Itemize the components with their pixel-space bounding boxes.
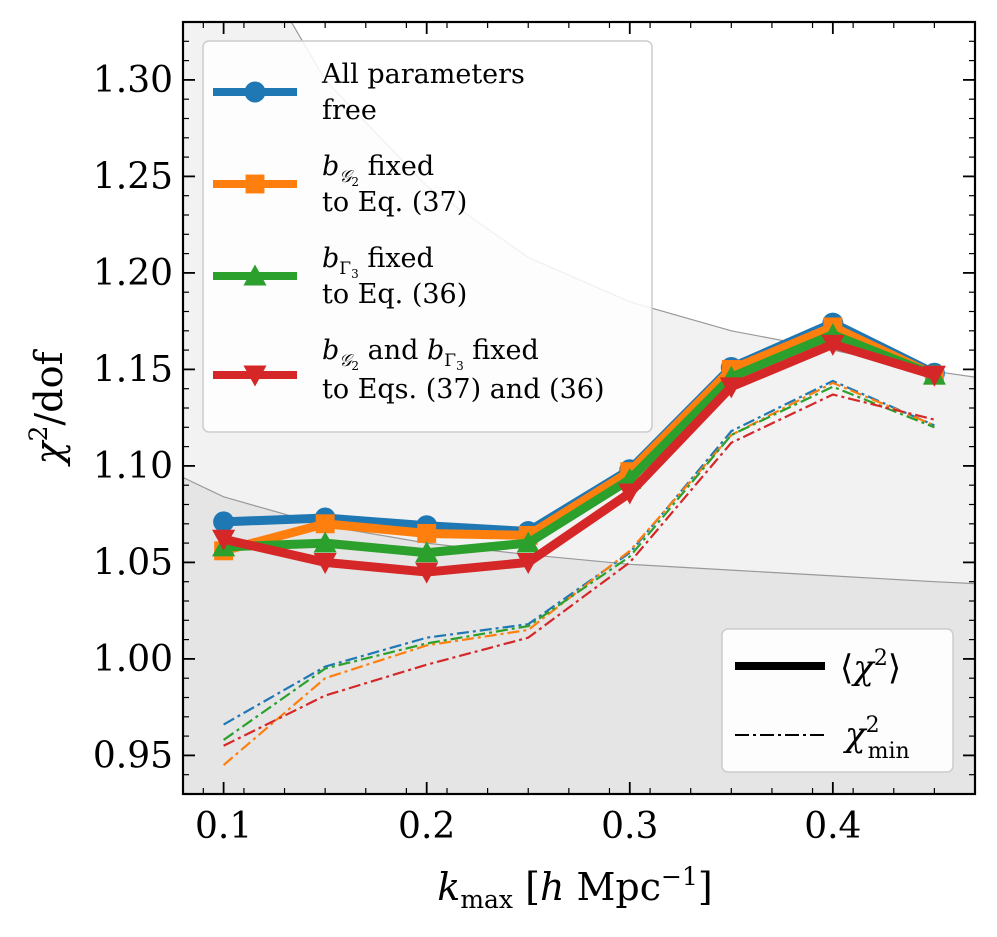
series-1-min-line	[223, 379, 935, 726]
y-axis-title: χ2/dof	[24, 349, 71, 468]
legend-swatch-marker-2	[245, 174, 265, 194]
y-tick-label: 1.10	[93, 446, 173, 487]
series-2-mean-line	[222, 322, 937, 556]
y-tick-label: 1.25	[93, 156, 173, 197]
legend-swatch-marker-1	[244, 81, 266, 103]
series-legend: All parameters free b𝒢2 fixed to Eq. (37…	[202, 40, 653, 433]
series-layer	[212, 312, 946, 766]
legend-label-minimum: χ2 min	[843, 713, 910, 764]
series-4-mean-line	[222, 339, 936, 577]
y-tick-label: 1.05	[93, 542, 173, 583]
tick-labels: 0.1 0.2 0.3 0.4 0.95 1.00 1.05 1.10 1.15 1.20 1.25…	[93, 60, 862, 847]
x-tick-label: 0.3	[601, 806, 658, 847]
series-3-point-4	[516, 531, 540, 553]
legend-swatch-marker-3	[243, 264, 267, 286]
x-axis-title: kmax [h Mpc−1]	[437, 862, 712, 914]
x-tick-label: 0.1	[195, 806, 252, 847]
series-3-mean-line	[223, 330, 937, 558]
statistic-legend-frame	[721, 628, 954, 773]
series-4-point-5	[618, 483, 642, 505]
legend-label-series-4-line-2: to Eqs. (37) and (36)	[322, 374, 605, 405]
series-4-point-3	[415, 562, 439, 584]
legend-label-series-1-line-1: All parameters	[321, 59, 525, 90]
series-2-point-2	[315, 514, 335, 534]
legend-label-series-2-line-1: b𝒢2 fixed	[322, 151, 434, 189]
series-1-point-1	[213, 511, 235, 533]
legend-label-series-2-line-2: to Eq. (37)	[322, 187, 467, 218]
series-4-point-8	[922, 365, 946, 387]
y-tick-label: 1.30	[93, 60, 173, 101]
legend-label-series-4-line-1: b𝒢2 and bΓ3 fixed	[322, 335, 539, 373]
y-tick-label: 1.15	[93, 349, 173, 390]
legend-label-series-3-line-2: to Eq. (36)	[322, 279, 467, 310]
band-lower-edge	[183, 476, 975, 585]
series-legend-frame	[202, 40, 653, 433]
x-tick-label: 0.2	[398, 806, 455, 847]
series-4-point-7	[821, 334, 845, 356]
plot-frame	[181, 20, 977, 796]
legend-label-mean: ⟨χ2⟩	[840, 646, 901, 688]
series-3-point-2	[313, 531, 337, 553]
y-tick-label: 1.00	[93, 639, 173, 680]
series-4-point-4	[516, 552, 540, 574]
statistic-legend: ⟨χ2⟩ χ2 min	[721, 628, 954, 773]
legend-swatch-marker-4	[243, 365, 267, 387]
legend-label-series-1-line-2: free	[322, 95, 377, 126]
series-4-min-line	[223, 393, 935, 747]
y-tick-label: 1.20	[93, 253, 173, 294]
series-2-point-3	[417, 524, 437, 543]
y-tick-label: 0.95	[93, 735, 173, 776]
series-4-point-2	[313, 552, 337, 574]
series-3-point-3	[415, 541, 439, 563]
legend-label-series-3-line-1: bΓ3 fixed	[322, 243, 434, 281]
series-4-point-6	[719, 377, 743, 399]
series-3-min-line	[222, 385, 935, 741]
x-tick-label: 0.4	[804, 806, 861, 847]
series-4-point-1	[212, 529, 236, 551]
